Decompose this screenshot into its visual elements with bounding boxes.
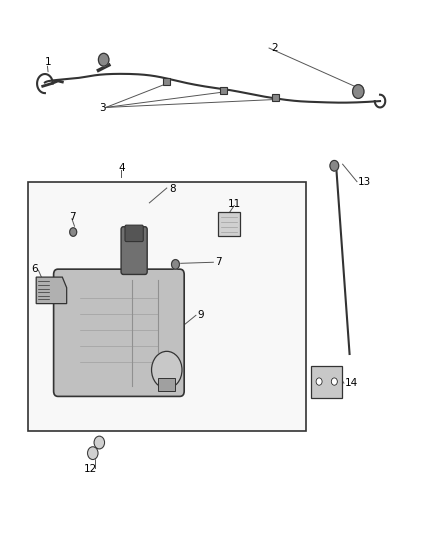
FancyBboxPatch shape: [311, 366, 342, 398]
Text: 13: 13: [358, 176, 371, 187]
FancyBboxPatch shape: [218, 212, 240, 236]
Text: 8: 8: [169, 183, 176, 193]
FancyBboxPatch shape: [121, 227, 147, 274]
Text: 14: 14: [345, 378, 358, 388]
Circle shape: [316, 378, 322, 385]
Text: 7: 7: [215, 257, 221, 267]
Text: 11: 11: [228, 199, 241, 209]
Text: 12: 12: [84, 464, 97, 474]
Circle shape: [152, 351, 182, 389]
Circle shape: [70, 228, 77, 236]
Circle shape: [330, 160, 339, 171]
FancyBboxPatch shape: [158, 378, 176, 391]
Polygon shape: [36, 277, 67, 304]
FancyBboxPatch shape: [125, 225, 143, 241]
FancyBboxPatch shape: [163, 78, 170, 85]
Text: 3: 3: [99, 103, 106, 114]
Text: 7: 7: [69, 212, 75, 222]
Circle shape: [88, 447, 98, 459]
Text: 4: 4: [119, 164, 126, 173]
Circle shape: [353, 85, 364, 99]
Text: 1: 1: [45, 57, 52, 67]
Circle shape: [94, 436, 105, 449]
Text: 6: 6: [31, 264, 38, 274]
Text: 9: 9: [197, 310, 204, 320]
FancyBboxPatch shape: [53, 269, 184, 397]
Text: 10: 10: [165, 326, 178, 336]
FancyBboxPatch shape: [28, 182, 306, 431]
Circle shape: [99, 53, 109, 66]
Circle shape: [172, 260, 180, 269]
FancyBboxPatch shape: [220, 87, 227, 94]
FancyBboxPatch shape: [272, 94, 279, 101]
Circle shape: [331, 378, 337, 385]
Text: 2: 2: [271, 43, 278, 53]
